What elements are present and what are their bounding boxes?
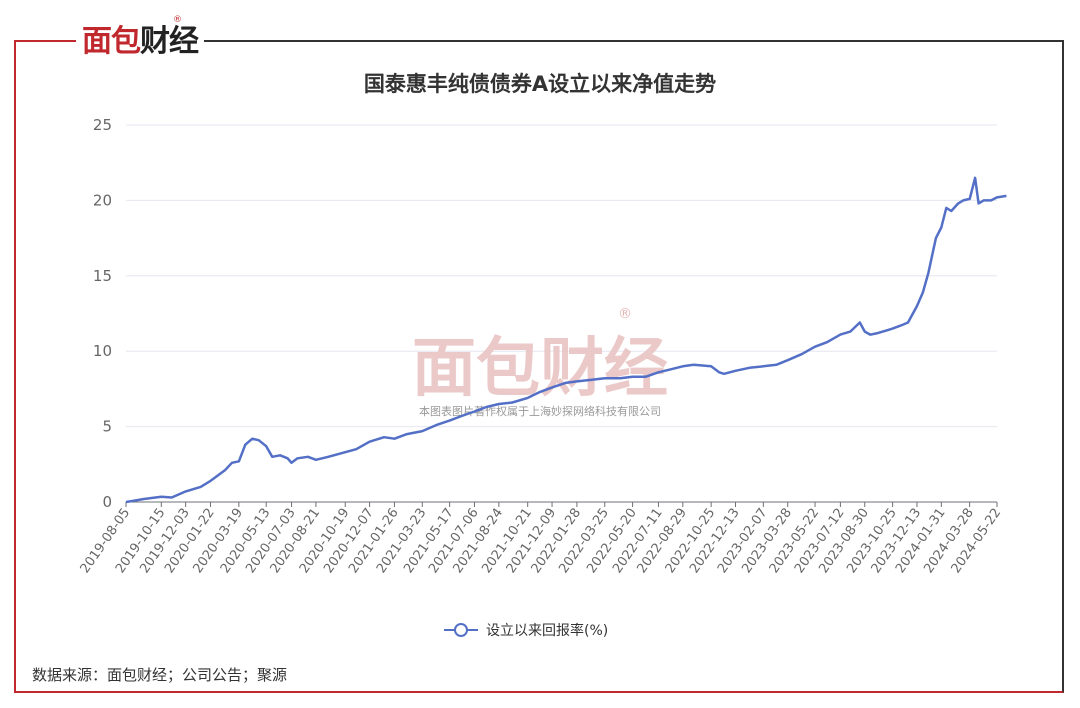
brand-logo-part2: 财经 <box>140 24 199 59</box>
watermark: 面包财经 ® 本图表图片著作权属于上海妙探网络科技有限公司 <box>412 306 668 418</box>
watermark-copyright: 本图表图片著作权属于上海妙探网络科技有限公司 <box>419 404 661 418</box>
grid-lines <box>126 124 997 428</box>
y-tick-label: 15 <box>93 267 112 285</box>
series-layer <box>125 176 1007 504</box>
frame-accent <box>14 40 76 42</box>
y-tick-label: 25 <box>93 116 112 134</box>
x-axis: 2019-08-052019-10-152019-12-032020-01-22… <box>78 501 1004 576</box>
brand-logo-text: 面包财经 <box>82 16 199 60</box>
y-tick-label: 10 <box>93 342 112 360</box>
legend-label: 设立以来回报率(%) <box>486 622 608 639</box>
chart-title: 国泰惠丰纯债债券A设立以来净值走势 <box>363 72 717 96</box>
source-note: 数据来源：面包财经；公司公告；聚源 <box>32 666 288 684</box>
y-tick-label: 5 <box>102 418 112 436</box>
legend-circle-icon <box>454 623 468 637</box>
watermark-registered-mark: ® <box>618 306 632 322</box>
brand-logo-part1: 面包 <box>82 24 141 59</box>
y-tick-label: 0 <box>102 493 112 511</box>
legend[interactable]: 设立以来回报率(%) <box>444 622 608 639</box>
chart-frame <box>14 40 1064 693</box>
y-tick-label: 20 <box>93 191 112 209</box>
brand-logo: 面包财经 ® <box>76 15 204 60</box>
watermark-logo: 面包财经 <box>412 332 668 406</box>
y-axis-ticks: 0 5 10 15 20 25 <box>93 116 112 511</box>
series-line[interactable] <box>125 176 1007 504</box>
brand-registered-mark: ® <box>173 15 182 25</box>
